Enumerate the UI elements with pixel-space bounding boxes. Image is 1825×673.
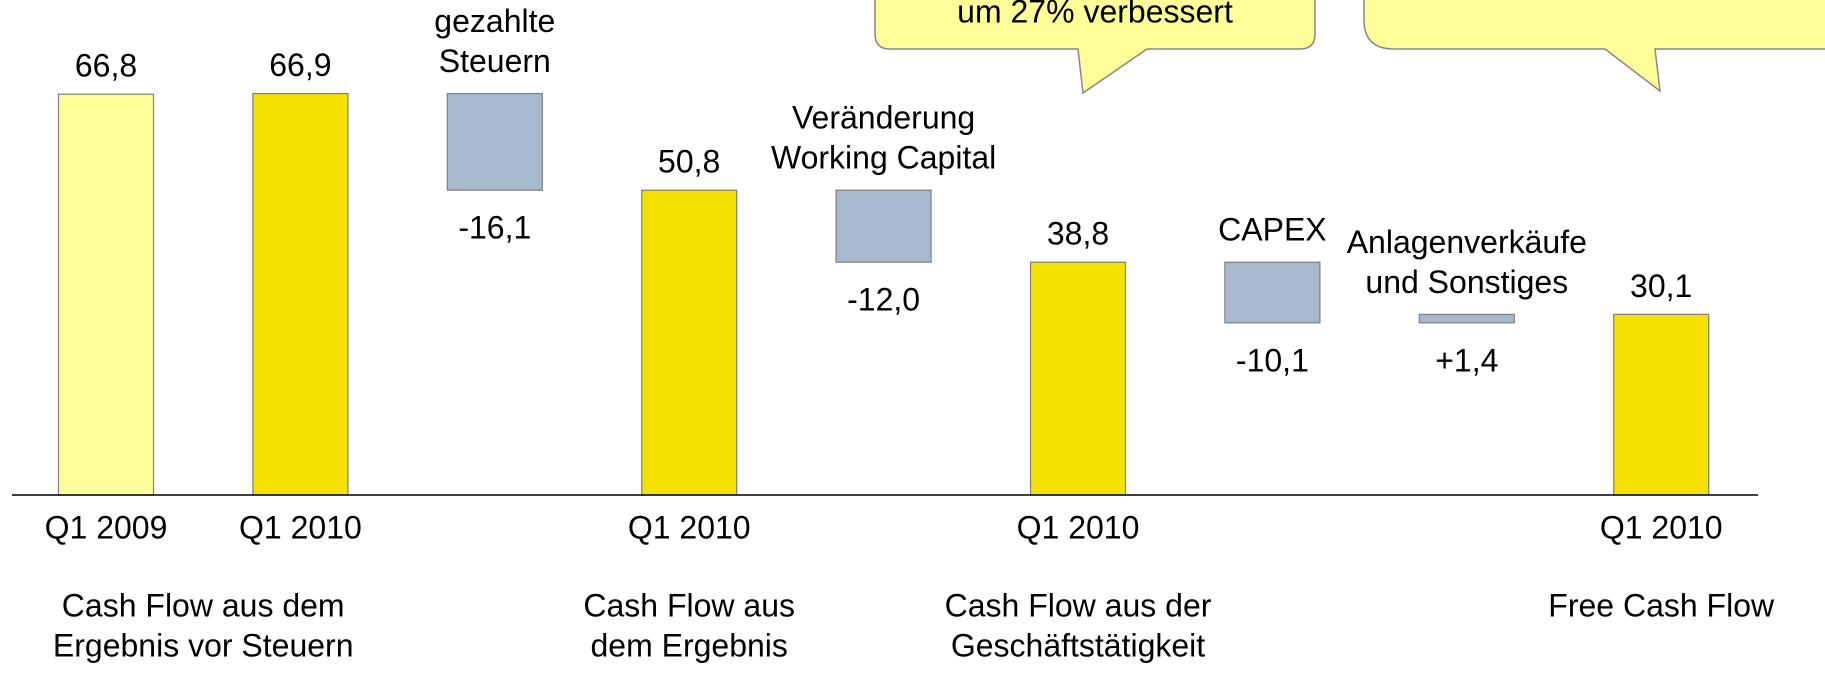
value-label: -10,1 xyxy=(1236,342,1309,378)
bar xyxy=(641,189,738,496)
callout xyxy=(1363,0,1825,93)
value-label: 50,8 xyxy=(658,144,720,180)
value-label: 30,1 xyxy=(1630,268,1692,304)
value-label: 66,8 xyxy=(75,48,137,84)
bar xyxy=(1224,261,1321,324)
category-label: Cash Flow aus xyxy=(583,587,795,623)
category-label: gezahlte xyxy=(434,3,555,39)
x-tick-label: Q1 2010 xyxy=(628,509,751,545)
bar xyxy=(252,92,349,496)
category-label: Free Cash Flow xyxy=(1548,587,1775,623)
value-label: 66,9 xyxy=(269,47,331,83)
value-label: -12,0 xyxy=(847,282,920,318)
category-label: Steuern xyxy=(439,43,551,79)
x-tick-label: Q1 2010 xyxy=(239,509,362,545)
category-label: Ergebnis vor Steuern xyxy=(53,627,354,663)
category-label: Veränderung xyxy=(792,100,975,136)
annotation: um 27% verbessert xyxy=(957,0,1233,29)
category-label: CAPEX xyxy=(1218,212,1326,248)
bar xyxy=(446,92,543,191)
bar xyxy=(1029,261,1127,496)
value-label: -16,1 xyxy=(458,210,531,246)
value-label: +1,4 xyxy=(1435,342,1498,378)
x-tick-label: Q1 2009 xyxy=(45,509,168,545)
category-label: Anlagenverkäufe xyxy=(1347,224,1587,260)
x-tick-label: Q1 2010 xyxy=(1017,509,1140,545)
category-label: und Sonstiges xyxy=(1365,264,1568,300)
bar xyxy=(1613,313,1710,496)
bar xyxy=(835,189,932,263)
category-label: dem Ergebnis xyxy=(590,627,787,663)
bar xyxy=(1418,313,1515,324)
category-label: Geschäftstätigkeit xyxy=(951,627,1205,663)
x-tick-label: Q1 2010 xyxy=(1600,509,1723,545)
category-label: Cash Flow aus der xyxy=(945,587,1212,623)
callout xyxy=(874,0,1316,95)
value-label: 38,8 xyxy=(1047,216,1109,252)
bar xyxy=(57,93,155,496)
category-label: Cash Flow aus dem xyxy=(62,587,345,623)
category-label: Working Capital xyxy=(771,140,996,176)
